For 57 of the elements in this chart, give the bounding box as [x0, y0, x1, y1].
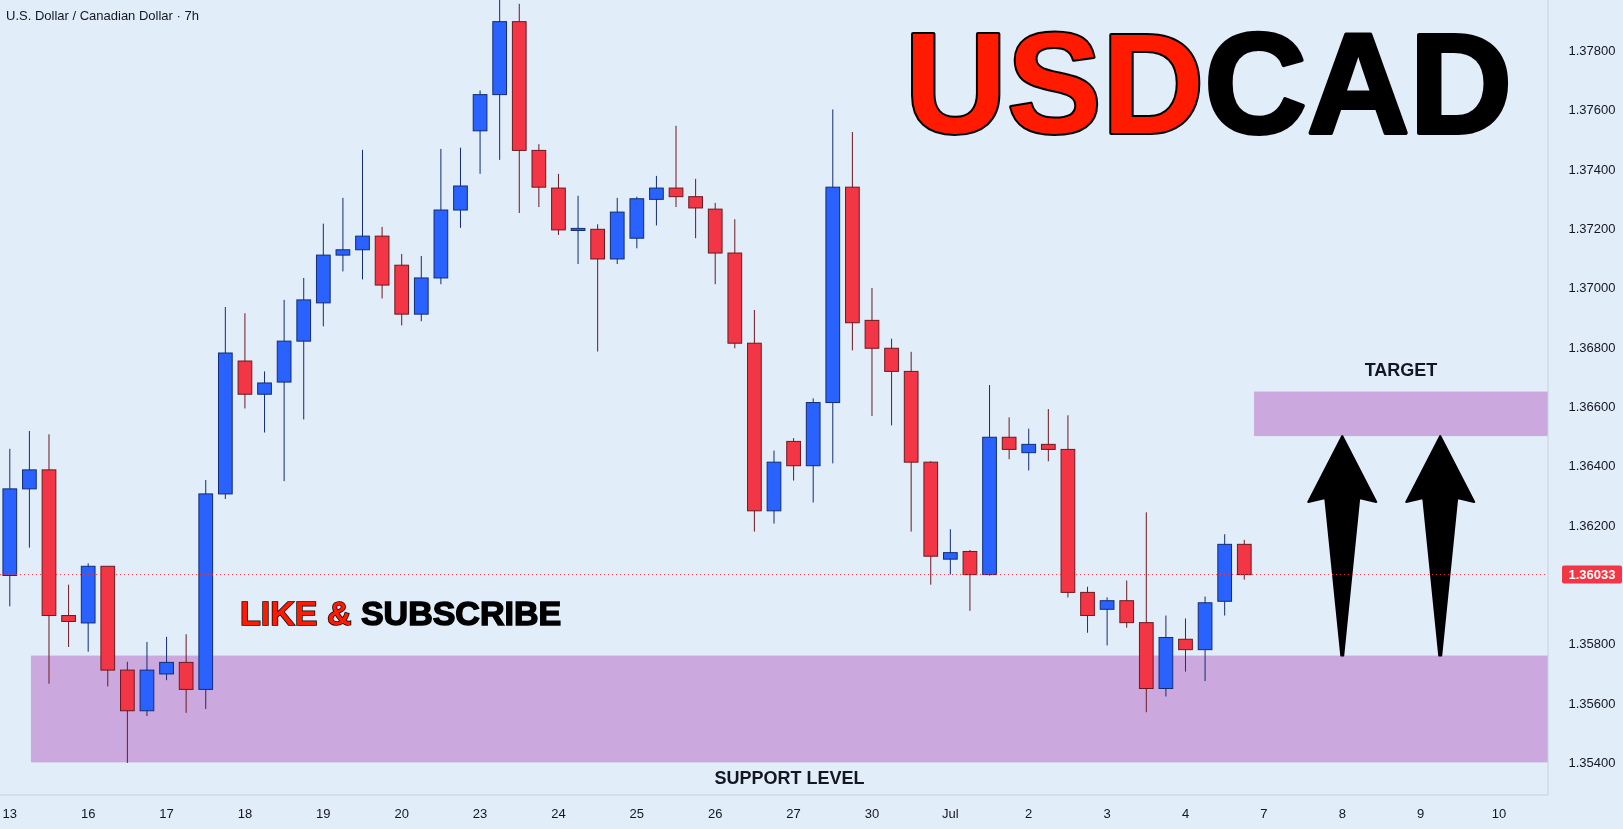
x-tick-label: 24	[551, 805, 566, 821]
y-tick-label: 1.37800	[1568, 42, 1616, 58]
x-tick-label: 26	[707, 805, 723, 821]
candlestick	[1021, 428, 1037, 471]
y-tick-label: 1.36400	[1568, 458, 1616, 474]
x-tick-label: 19	[316, 805, 331, 821]
band-label: TARGET	[1364, 359, 1438, 380]
y-tick-label: 1.36800	[1568, 339, 1616, 355]
x-tick-label: 30	[864, 805, 880, 821]
x-tick-label: 9	[1417, 805, 1425, 821]
y-tick-label: 1.37000	[1568, 280, 1616, 296]
x-tick-label: 16	[80, 805, 96, 821]
y-tick-label: 1.37400	[1568, 161, 1616, 177]
candlestick	[22, 430, 37, 549]
x-tick-label: 13	[2, 805, 18, 821]
x-tick-label: 8	[1338, 805, 1346, 821]
x-tick-label: 3	[1103, 805, 1111, 821]
candlestick	[668, 125, 684, 208]
candlestick	[1040, 408, 1056, 462]
candlestick	[1099, 596, 1115, 646]
x-tick-label: Jul	[942, 805, 959, 821]
text: U.S. Dollar / Canadian Dollar · 7h	[6, 8, 199, 23]
candlestick	[1119, 580, 1135, 629]
candlestick	[355, 149, 370, 280]
x-tick-label: 7	[1260, 805, 1268, 821]
y-tick-label: 1.37200	[1568, 220, 1616, 236]
candlestick	[1178, 618, 1193, 673]
candlestick	[688, 178, 703, 239]
candlestick	[649, 175, 664, 226]
candlestick	[1080, 586, 1095, 634]
y-tick-label: 1.35400	[1568, 754, 1616, 770]
candlestick	[1001, 416, 1017, 460]
band-label: SUPPORT LEVEL	[714, 768, 865, 789]
candlestick	[61, 584, 76, 648]
y-tick-label: 1.36200	[1568, 517, 1616, 533]
x-tick-label: 20	[394, 805, 409, 821]
x-tick-label: 18	[237, 805, 253, 821]
x-tick-label: 17	[159, 805, 174, 821]
x-tick-label: 2	[1025, 805, 1033, 821]
y-tick-label: 1.35800	[1568, 636, 1616, 652]
candlestick	[943, 528, 958, 576]
x-tick-label: 25	[629, 805, 645, 821]
candlestick	[159, 636, 174, 681]
x-tick-label: 27	[786, 805, 801, 821]
y-tick-label: 1.37600	[1568, 102, 1616, 118]
candlestick	[884, 338, 899, 426]
y-tick-label: 1.36600	[1568, 398, 1616, 414]
y-tick-label: 1.35600	[1568, 695, 1616, 711]
x-tick-label: 23	[472, 805, 488, 821]
chart-title: USDCAD	[904, 4, 1512, 163]
candlestick	[335, 197, 351, 272]
candlestick	[570, 195, 586, 265]
x-tick-label: 10	[1491, 805, 1507, 821]
x-tick-label: 4	[1181, 805, 1190, 821]
candlestick	[257, 370, 272, 433]
ref-line-label: 1.36033	[1568, 567, 1616, 583]
annotation: LIKE & SUBSCRIBE	[240, 594, 562, 632]
